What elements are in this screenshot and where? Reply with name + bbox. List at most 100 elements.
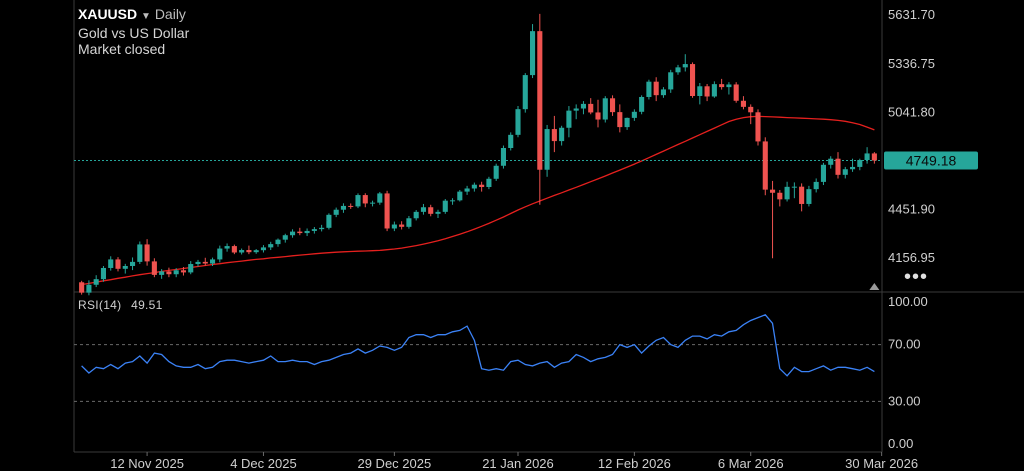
- candle-body: [777, 192, 783, 200]
- candle-body: [188, 264, 194, 273]
- candle-body: [813, 181, 819, 190]
- candle-body: [864, 153, 870, 161]
- candle-body: [646, 81, 652, 97]
- candle-body: [690, 64, 696, 96]
- candle-body: [733, 84, 739, 101]
- candle-body: [806, 189, 812, 204]
- candle-body: [420, 207, 426, 212]
- candle-body: [595, 112, 601, 120]
- rsi-tick-label: 30.00: [888, 393, 921, 408]
- candle-body: [348, 205, 354, 207]
- rsi-value: 49.51: [131, 298, 163, 312]
- candle-body: [842, 169, 848, 175]
- candle-body: [871, 153, 877, 161]
- symbol-label[interactable]: XAUUSD: [78, 6, 138, 22]
- candle-body: [130, 261, 136, 266]
- candle-body: [304, 230, 310, 234]
- candle-body: [682, 64, 688, 68]
- candle-body: [493, 165, 499, 179]
- candle-body: [828, 158, 834, 165]
- candle-body: [151, 261, 157, 275]
- candle-body: [384, 193, 390, 229]
- price-tick-label: 5041.80: [888, 104, 935, 119]
- candle-body: [239, 250, 245, 253]
- candle-body: [711, 84, 717, 97]
- time-tick-label: 30 Mar 2026: [845, 456, 918, 471]
- moving-average-line: [81, 115, 875, 286]
- candle-body: [464, 188, 470, 192]
- candle-body: [566, 110, 572, 128]
- candle-body: [457, 191, 463, 201]
- candle-body: [166, 271, 172, 275]
- more-dots-icon[interactable]: •••: [904, 266, 929, 288]
- price-tick-label: 4451.90: [888, 201, 935, 216]
- candle-body: [86, 284, 92, 293]
- candle-body: [253, 250, 259, 253]
- candle-body: [159, 271, 165, 275]
- candle-body: [260, 247, 266, 251]
- candle-body: [697, 86, 703, 96]
- candle-body: [675, 67, 681, 73]
- candle-body: [770, 189, 776, 193]
- candle-body: [246, 250, 252, 253]
- candle-body: [79, 282, 85, 293]
- candle-body: [268, 244, 274, 248]
- candle-body: [544, 129, 550, 170]
- candle-body: [551, 129, 557, 142]
- candle-body: [311, 229, 317, 231]
- candle-body: [573, 108, 579, 111]
- candle-body: [835, 158, 841, 175]
- time-tick-label: 12 Nov 2025: [110, 456, 184, 471]
- time-tick-label: 21 Jan 2026: [482, 456, 554, 471]
- candle-body: [210, 259, 216, 264]
- time-tick-label: 4 Dec 2025: [230, 456, 297, 471]
- candle-body: [719, 84, 725, 88]
- symbol-description: Gold vs US Dollar: [78, 25, 190, 41]
- candle-body: [624, 117, 630, 128]
- time-tick-label: 29 Dec 2025: [357, 456, 431, 471]
- candle-body: [530, 31, 536, 76]
- candle-body: [479, 184, 485, 188]
- candle-body: [93, 279, 99, 285]
- candle-body: [108, 259, 114, 268]
- candle-body: [362, 195, 368, 204]
- candle-body: [297, 231, 303, 234]
- candle-body: [144, 244, 150, 262]
- time-tick-label: 6 Mar 2026: [718, 456, 784, 471]
- price-tag-background: [884, 151, 978, 170]
- symbol-info: XAUUSD ▼ Daily Gold vs US Dollar Market …: [78, 6, 189, 57]
- candle-body: [471, 184, 477, 189]
- candle-body: [391, 224, 397, 229]
- timeframe-label[interactable]: Daily: [154, 6, 186, 22]
- candle-body: [231, 246, 237, 253]
- candle-body: [413, 211, 419, 219]
- candle-body: [333, 209, 339, 215]
- candle-body: [500, 148, 506, 166]
- candle-body: [282, 235, 288, 240]
- caret-down-icon[interactable]: ▼: [141, 11, 151, 22]
- rsi-line: [81, 314, 875, 377]
- candle-body: [762, 141, 768, 190]
- candle-body: [100, 267, 106, 280]
- price-tick-label: 5336.75: [888, 56, 935, 71]
- candle-body: [617, 112, 623, 128]
- candle-body: [660, 89, 666, 96]
- rsi-tick-label: 70.00: [888, 337, 921, 352]
- rsi-title: RSI(14): [78, 298, 122, 312]
- candle-body: [820, 164, 826, 182]
- candle-body: [588, 103, 594, 113]
- candle-body: [850, 166, 856, 170]
- candle-body: [639, 96, 645, 112]
- price-tick-label: 4156.95: [888, 250, 935, 265]
- candle-body: [173, 270, 179, 275]
- candle-body: [522, 75, 528, 110]
- candle-body: [791, 186, 797, 188]
- candle-body: [290, 231, 296, 236]
- candle-body: [580, 103, 586, 109]
- candle-body: [195, 261, 201, 265]
- candle-body: [668, 72, 674, 90]
- candle-body: [559, 127, 565, 142]
- candle-body: [653, 81, 659, 96]
- candle-body: [450, 200, 456, 202]
